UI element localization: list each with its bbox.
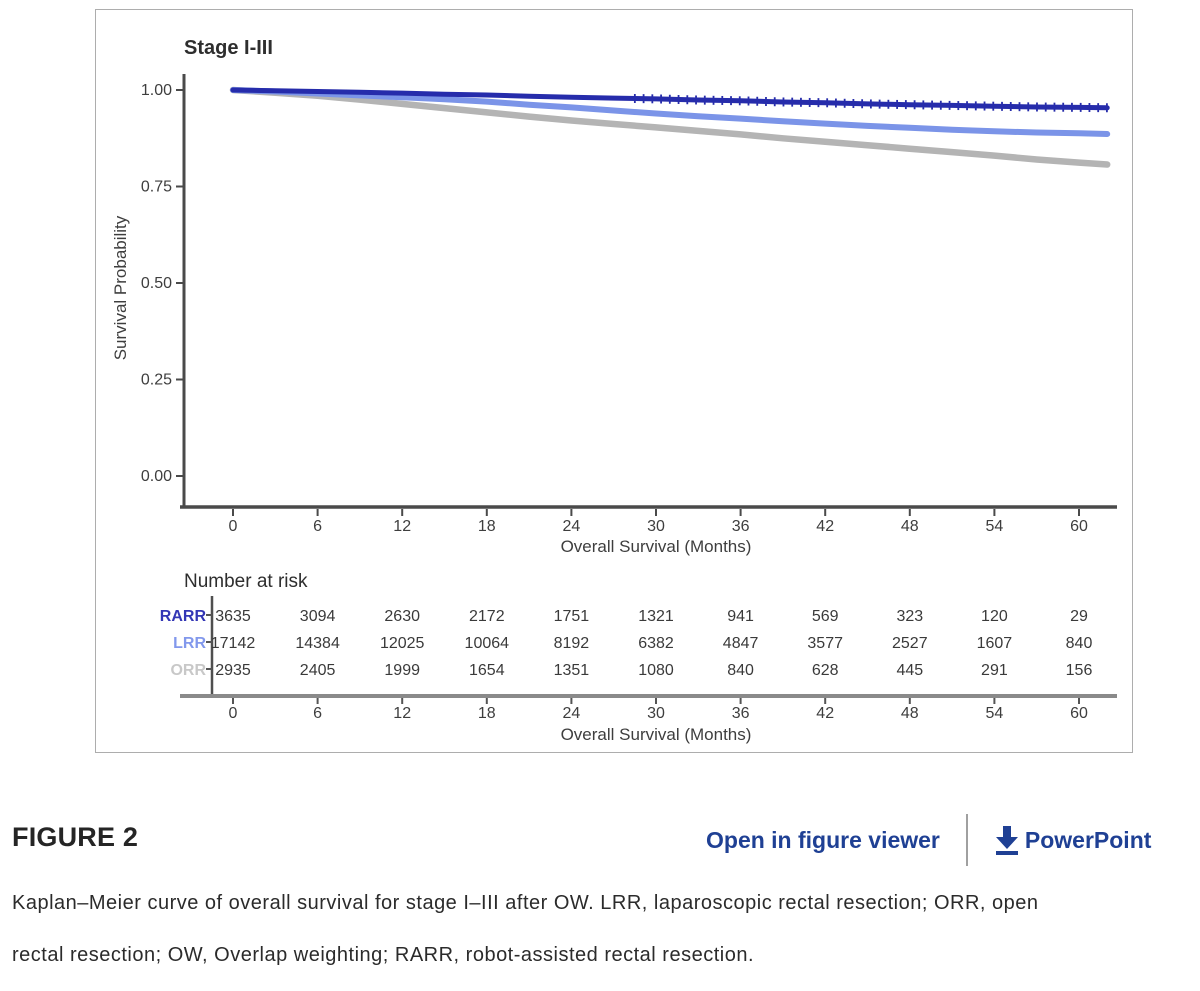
svg-text:48: 48 <box>901 518 919 535</box>
powerpoint-link-label: PowerPoint <box>1024 826 1152 853</box>
svg-text:3094: 3094 <box>300 608 336 625</box>
caption-line-1: Kaplan–Meier curve of overall survival f… <box>12 892 1039 914</box>
km-curve-rarr <box>230 87 1110 113</box>
svg-text:RARR: RARR <box>160 608 207 625</box>
svg-text:120: 120 <box>981 608 1008 625</box>
svg-text:323: 323 <box>896 608 923 625</box>
svg-text:2527: 2527 <box>892 635 928 652</box>
figure-links: Open in figure viewer PowerPoint <box>706 812 1151 868</box>
svg-text:6: 6 <box>313 518 322 535</box>
download-icon <box>995 826 1018 855</box>
open-figure-viewer-label: Open in figure viewer <box>706 826 940 853</box>
km-figure-svg: Stage I-III 0.00 0.25 0.50 0.75 1.00 Survival … <box>111 37 1117 744</box>
svg-text:1751: 1751 <box>554 608 590 625</box>
powerpoint-download-link[interactable]: PowerPoint <box>992 824 1152 856</box>
svg-text:10064: 10064 <box>465 635 510 652</box>
figure-heading-bar: FIGURE 2 Open in figure viewer PowerPoin… <box>0 812 1200 868</box>
svg-text:ORR: ORR <box>170 662 206 679</box>
svg-text:156: 156 <box>1066 662 1093 679</box>
svg-text:30: 30 <box>647 705 665 722</box>
svg-text:Overall Survival (Months): Overall Survival (Months) <box>561 725 752 744</box>
svg-text:54: 54 <box>986 705 1004 722</box>
figure-image-panel: Stage I-III 0.00 0.25 0.50 0.75 1.00 Survival … <box>95 9 1133 753</box>
caption-line-2: rectal resection; OW, Overlap weighting;… <box>12 944 754 966</box>
svg-text:569: 569 <box>812 608 839 625</box>
svg-text:4847: 4847 <box>723 635 759 652</box>
svg-text:3635: 3635 <box>215 608 251 625</box>
svg-text:1351: 1351 <box>554 662 590 679</box>
svg-text:0: 0 <box>229 705 238 722</box>
svg-text:1607: 1607 <box>977 635 1013 652</box>
number-at-risk-table: Number at risk RARR 3635 3094 2630 2172 1751 13… <box>160 571 1117 744</box>
svg-text:941: 941 <box>727 608 754 625</box>
svg-text:0.25: 0.25 <box>141 372 172 389</box>
svg-text:0.50: 0.50 <box>141 275 172 292</box>
svg-text:36: 36 <box>732 705 750 722</box>
svg-text:0: 0 <box>229 518 238 535</box>
km-curve-lrr <box>230 87 1111 137</box>
open-figure-viewer-link[interactable]: Open in figure viewer <box>706 827 940 854</box>
link-divider <box>965 814 968 866</box>
svg-text:1080: 1080 <box>638 662 674 679</box>
svg-text:8192: 8192 <box>554 635 590 652</box>
svg-text:1654: 1654 <box>469 662 505 679</box>
svg-text:54: 54 <box>986 518 1004 535</box>
svg-text:6: 6 <box>313 705 322 722</box>
svg-text:1321: 1321 <box>638 608 674 625</box>
svg-text:6382: 6382 <box>638 635 674 652</box>
svg-text:12: 12 <box>393 518 411 535</box>
svg-text:17142: 17142 <box>211 635 256 652</box>
svg-text:2630: 2630 <box>384 608 420 625</box>
svg-text:2172: 2172 <box>469 608 505 625</box>
svg-text:Survival Probability: Survival Probability <box>111 215 130 360</box>
svg-text:60: 60 <box>1070 705 1088 722</box>
km-plot-title: Stage I-III <box>184 37 273 59</box>
svg-text:24: 24 <box>563 705 581 722</box>
svg-text:1999: 1999 <box>384 662 420 679</box>
figure-caption: Kaplan–Meier curve of overall survival f… <box>12 893 1200 991</box>
svg-text:30: 30 <box>647 518 665 535</box>
svg-text:840: 840 <box>1066 635 1093 652</box>
svg-text:Overall Survival (Months): Overall Survival (Months) <box>561 537 752 556</box>
svg-text:Number at risk: Number at risk <box>184 571 308 592</box>
svg-text:2935: 2935 <box>215 662 251 679</box>
svg-text:3577: 3577 <box>807 635 843 652</box>
figure-label: FIGURE 2 <box>12 822 139 852</box>
svg-text:Stage I-III: Stage I-III <box>184 37 273 59</box>
svg-text:36: 36 <box>732 518 750 535</box>
svg-text:29: 29 <box>1070 608 1088 625</box>
svg-text:2405: 2405 <box>300 662 336 679</box>
svg-text:24: 24 <box>563 518 581 535</box>
svg-text:12: 12 <box>393 705 411 722</box>
svg-text:48: 48 <box>901 705 919 722</box>
svg-text:1.00: 1.00 <box>141 82 172 99</box>
svg-text:18: 18 <box>478 705 496 722</box>
svg-text:14384: 14384 <box>295 635 340 652</box>
svg-text:42: 42 <box>816 518 834 535</box>
svg-text:628: 628 <box>812 662 839 679</box>
km-y-axis: 0.00 0.25 0.50 0.75 1.00 Survival Probability <box>111 74 186 508</box>
svg-text:60: 60 <box>1070 518 1088 535</box>
svg-text:0.75: 0.75 <box>141 179 172 196</box>
km-x-axis: 0 6 12 18 24 30 36 42 48 54 60 Overall Survival (Mo… <box>180 505 1117 556</box>
svg-text:18: 18 <box>478 518 496 535</box>
svg-text:12025: 12025 <box>380 635 425 652</box>
svg-text:0.00: 0.00 <box>141 468 172 485</box>
km-curve-orr <box>229 86 1111 168</box>
svg-text:445: 445 <box>896 662 923 679</box>
svg-text:42: 42 <box>816 705 834 722</box>
svg-text:LRR: LRR <box>173 635 206 652</box>
svg-text:291: 291 <box>981 662 1008 679</box>
svg-text:840: 840 <box>727 662 754 679</box>
